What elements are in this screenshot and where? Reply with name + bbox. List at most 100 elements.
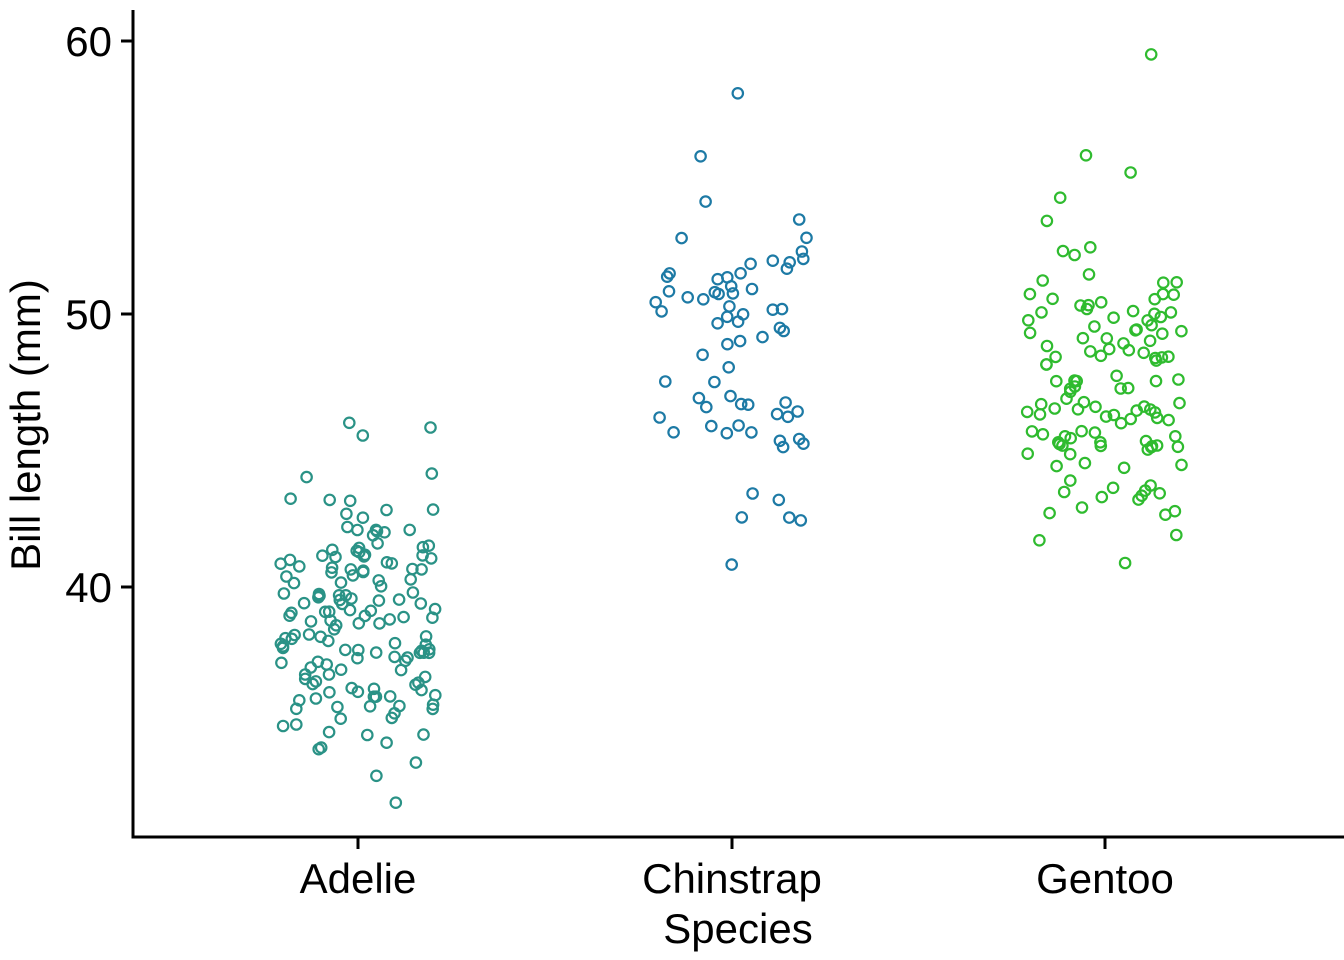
data-point-gentoo — [1058, 429, 1072, 443]
data-point-adelie — [276, 639, 290, 653]
data-point-gentoo — [1074, 299, 1087, 312]
data-point-adelie — [380, 503, 393, 517]
data-point-chinstrap — [692, 391, 706, 405]
data-point-adelie — [364, 604, 378, 618]
data-point-adelie — [309, 675, 323, 688]
data-point-gentoo — [1129, 323, 1142, 337]
data-point-chinstrap — [775, 302, 789, 316]
data-point-adelie — [403, 523, 416, 537]
data-point-gentoo — [1175, 324, 1188, 338]
data-point-chinstrap — [733, 334, 747, 348]
data-point-adelie — [334, 663, 348, 676]
data-point-adelie — [374, 579, 388, 593]
data-point-chinstrap — [745, 426, 758, 439]
data-point-adelie — [346, 569, 360, 582]
data-point-chinstrap — [724, 389, 737, 403]
data-point-gentoo — [1144, 403, 1157, 416]
data-point-gentoo — [1020, 405, 1034, 419]
data-point-adelie — [316, 549, 329, 562]
data-point-gentoo — [1172, 373, 1185, 386]
data-point-gentoo — [1076, 331, 1090, 345]
data-point-gentoo — [1033, 408, 1047, 421]
data-point-gentoo — [1106, 481, 1120, 495]
data-point-gentoo — [1094, 349, 1108, 363]
data-point-chinstrap — [780, 262, 794, 275]
data-point-gentoo — [1118, 556, 1132, 570]
data-point-gentoo — [1082, 268, 1096, 281]
data-point-adelie — [322, 668, 336, 681]
data-point-adelie — [419, 638, 433, 651]
data-point-adelie — [298, 668, 312, 681]
data-point-adelie — [279, 631, 292, 645]
data-point-adelie — [426, 702, 439, 716]
data-point-adelie — [425, 467, 439, 480]
data-point-chinstrap — [708, 375, 721, 389]
data-point-gentoo — [1107, 311, 1120, 324]
data-point-adelie — [345, 681, 358, 695]
y-axis-title: Bill length (mm) — [2, 279, 49, 571]
data-point-chinstrap — [696, 348, 709, 362]
data-point-gentoo — [1167, 288, 1180, 301]
data-point-gentoo — [1050, 459, 1063, 473]
data-point-adelie — [419, 630, 433, 643]
data-point-chinstrap — [777, 324, 790, 338]
data-point-adelie — [378, 525, 391, 539]
data-point-chinstrap — [735, 511, 749, 524]
data-point-chinstrap — [663, 267, 676, 280]
data-point-gentoo — [1035, 306, 1048, 319]
data-point-gentoo — [1068, 248, 1081, 262]
data-point-gentoo — [1040, 339, 1054, 353]
data-point-adelie — [370, 769, 383, 783]
data-point-chinstrap — [773, 434, 787, 448]
data-point-adelie — [323, 685, 336, 699]
data-points-layer — [274, 48, 1188, 809]
data-point-chinstrap — [791, 405, 804, 418]
x-axis-title: Species — [663, 905, 812, 952]
data-point-adelie — [367, 682, 381, 696]
data-point-chinstrap — [731, 87, 745, 100]
data-point-gentoo — [1144, 48, 1158, 61]
data-point-adelie — [325, 566, 338, 579]
data-point-adelie — [352, 545, 366, 559]
data-point-gentoo — [1155, 351, 1169, 364]
data-point-adelie — [418, 670, 432, 684]
data-point-adelie — [383, 690, 397, 703]
data-point-adelie — [338, 643, 352, 657]
data-point-chinstrap — [756, 330, 769, 344]
data-point-adelie — [409, 756, 423, 769]
data-point-adelie — [289, 718, 303, 731]
data-point-gentoo — [1124, 412, 1137, 426]
data-point-gentoo — [1025, 425, 1039, 438]
data-point-adelie — [389, 796, 403, 809]
data-point-chinstrap — [658, 375, 672, 388]
data-point-adelie — [393, 699, 406, 713]
data-point-chinstrap — [660, 270, 674, 283]
data-point-chinstrap — [725, 558, 738, 571]
data-point-gentoo — [1156, 287, 1170, 301]
x-tick-label-gentoo: Gentoo — [1036, 855, 1174, 902]
data-point-gentoo — [1099, 410, 1113, 423]
y-tick-label-40: 40 — [65, 564, 112, 611]
data-point-adelie — [415, 563, 428, 576]
data-point-adelie — [312, 590, 325, 604]
data-point-chinstrap — [723, 300, 736, 313]
data-point-gentoo — [1162, 413, 1175, 427]
data-point-gentoo — [1075, 501, 1089, 514]
data-point-gentoo — [1141, 314, 1154, 327]
data-point-gentoo — [1049, 350, 1062, 364]
data-point-adelie — [426, 698, 440, 711]
data-point-gentoo — [1150, 439, 1164, 452]
x-tick-label-adelie: Adelie — [300, 855, 417, 902]
data-point-gentoo — [1050, 374, 1063, 388]
data-point-adelie — [280, 570, 293, 583]
data-point-adelie — [383, 613, 396, 626]
data-point-adelie — [309, 692, 323, 705]
data-point-chinstrap — [721, 337, 734, 351]
data-point-chinstrap — [783, 255, 796, 269]
data-point-adelie — [424, 552, 438, 565]
data-point-adelie — [277, 587, 291, 600]
data-point-adelie — [343, 603, 357, 617]
data-point-gentoo — [1122, 343, 1136, 357]
data-point-chinstrap — [772, 493, 786, 507]
